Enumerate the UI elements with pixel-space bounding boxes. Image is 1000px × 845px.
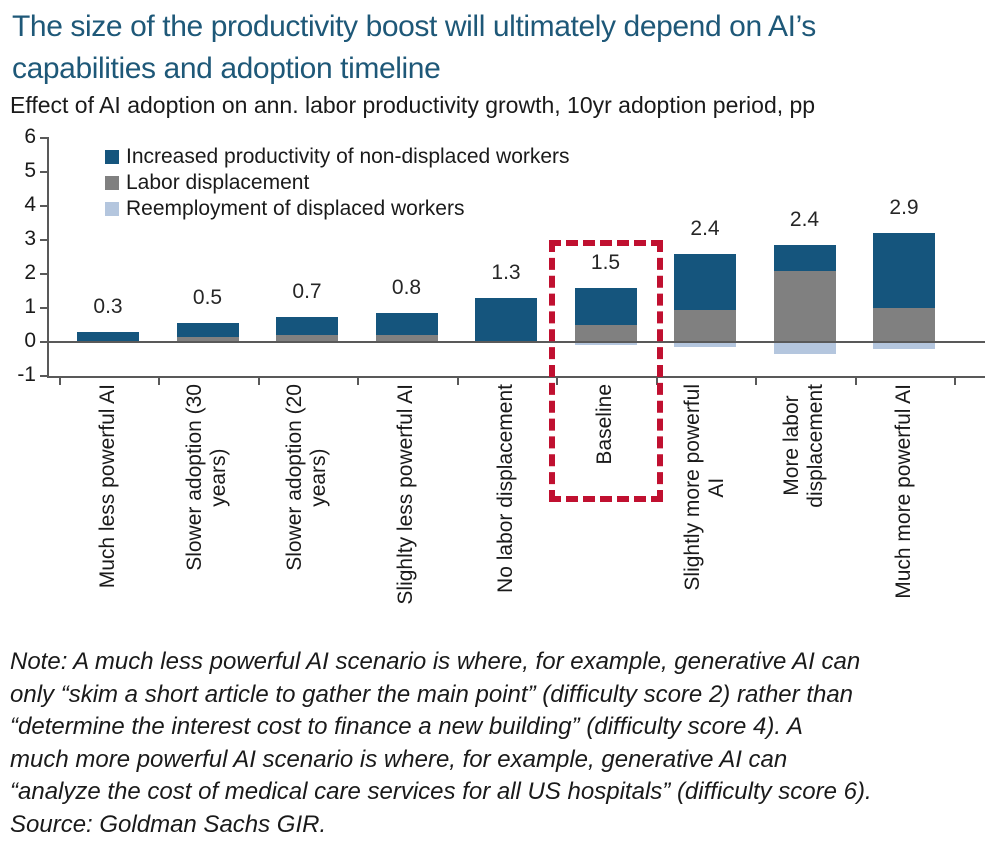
category-label-text: Slighlty less powerful AI <box>394 384 418 605</box>
legend-label: Labor displacement <box>126 171 310 194</box>
y-tick-label: 4 <box>24 193 36 216</box>
y-axis-tick <box>40 307 49 309</box>
bar-segment-productivity <box>176 323 239 337</box>
note-text: Note: A much less powerful AI scenario i… <box>10 646 872 809</box>
x-axis-tick <box>58 376 61 385</box>
bar-segment-reemployment <box>674 342 736 348</box>
legend-item-reemployment: Reemployment of displaced workers <box>105 196 570 222</box>
bar-segment-displacement <box>176 336 239 342</box>
category-label: Slightly more powerful AI <box>653 384 757 636</box>
category-label-text: Slightly more powerful AI <box>680 384 728 591</box>
bar-segment-displacement <box>375 335 438 342</box>
y-axis-tick <box>40 205 49 207</box>
x-axis-tick <box>954 376 956 385</box>
bar-segment-reemployment <box>773 342 836 354</box>
note-line: “analyze the cost of medical care servic… <box>10 778 872 805</box>
x-axis-tick <box>257 376 260 385</box>
legend-label: Reemployment of displaced workers <box>126 197 465 220</box>
y-axis-tick <box>40 375 49 377</box>
baseline-highlight-box <box>548 240 663 502</box>
bar-segment-productivity <box>873 233 935 308</box>
bar-value-label: 0.7 <box>292 279 322 303</box>
y-axis-tick <box>40 273 49 275</box>
category-label: Much less powerful AI <box>56 384 160 636</box>
y-tick-label: 1 <box>24 295 36 318</box>
bar-value-label: 2.4 <box>789 208 820 232</box>
bar-segment-reemployment <box>574 342 637 346</box>
bar-segment-productivity <box>375 313 438 336</box>
bar-segment-displacement <box>276 335 338 342</box>
page-title: The size of the productivity boost will … <box>12 6 816 90</box>
bar-value-label: 2.9 <box>889 196 919 220</box>
note-line: much more powerful AI scenario is where,… <box>10 745 788 773</box>
bar-segment-productivity <box>276 316 338 336</box>
category-label: More labor displacement <box>753 384 857 636</box>
bar-segment-productivity <box>475 297 537 342</box>
bar-value-label: 0.5 <box>192 286 223 310</box>
bar-value-label: 1.5 <box>590 250 621 274</box>
x-axis-tick <box>456 376 459 385</box>
y-axis-tick <box>40 171 49 173</box>
bar-value-label: 0.3 <box>93 294 123 318</box>
bar-segment-displacement <box>574 325 637 342</box>
bar-segment-reemployment <box>873 342 935 349</box>
page-title-line1: The size of the productivity boost will … <box>12 10 816 43</box>
y-axis-tick <box>40 239 49 241</box>
y-tick-label: -1 <box>17 363 36 386</box>
source-text: Source: Goldman Sachs GIR. <box>10 810 327 838</box>
bar-segment-displacement <box>773 270 836 342</box>
y-tick-label: 2 <box>24 261 36 284</box>
category-label-text: More labor displacement <box>780 384 828 508</box>
category-label: No labor displacement <box>454 384 558 636</box>
bar-segment-productivity <box>574 287 637 325</box>
bar-segment-displacement <box>674 309 736 342</box>
bar-value-label: 2.4 <box>690 216 720 240</box>
zero-line <box>47 341 985 343</box>
category-label-text: Much more powerful AI <box>891 384 915 599</box>
x-axis-tick <box>357 376 359 385</box>
x-axis-tick <box>755 376 757 385</box>
stacked-bar-chart: Increased productivity of non-displaced … <box>0 125 1000 640</box>
legend-item-productivity: Increased productivity of non-displaced … <box>105 144 570 170</box>
bar-segment-productivity <box>773 245 836 271</box>
x-axis-tick <box>158 376 160 385</box>
chart-legend: Increased productivity of non-displaced … <box>105 144 570 222</box>
y-axis-tick <box>40 341 49 343</box>
x-axis <box>47 376 985 378</box>
bar-segment-displacement <box>873 308 935 342</box>
y-tick-label: 0 <box>24 329 36 352</box>
y-axis-tick <box>40 137 49 139</box>
category-label: Slower adoption (20 years) <box>255 384 359 636</box>
y-axis <box>47 138 49 378</box>
legend-swatch-blue-icon <box>105 150 119 164</box>
category-label-text: Slower adoption (20 years) <box>282 384 330 571</box>
bar-value-label: 1.3 <box>491 260 521 284</box>
bar-segment-productivity <box>77 331 139 342</box>
x-axis-tick <box>556 376 558 385</box>
note-line: only “skim a short article to gather the… <box>10 680 854 708</box>
legend-swatch-gray-icon <box>105 176 119 190</box>
bar-value-label: 0.8 <box>391 276 422 300</box>
category-label: Slower adoption (30 years) <box>156 384 260 636</box>
legend-swatch-lightblue-icon <box>105 202 119 216</box>
category-label-text: Much less powerful AI <box>95 384 119 589</box>
note-line: “determine the interest cost to finance … <box>10 713 803 740</box>
category-label-text: No labor displacement <box>493 384 517 593</box>
x-axis-tick <box>854 376 857 385</box>
category-label: Much more powerful AI <box>852 384 956 636</box>
note-line: Note: A much less powerful AI scenario i… <box>10 648 861 675</box>
y-tick-label: 5 <box>24 159 36 182</box>
chart-subtitle: Effect of AI adoption on ann. labor prod… <box>10 92 816 118</box>
page-title-line2: capabilities and adoption timeline <box>12 52 441 85</box>
chart-note: Note: A much less powerful AI scenario i… <box>10 646 872 841</box>
legend-item-displacement: Labor displacement <box>105 170 570 196</box>
category-label: Slighlty less powerful AI <box>355 384 459 636</box>
y-tick-label: 6 <box>24 125 36 148</box>
bar-segment-productivity <box>674 253 736 310</box>
y-tick-label: 3 <box>24 227 36 250</box>
legend-label: Increased productivity of non-displaced … <box>126 145 570 168</box>
category-label-text: Slower adoption (30 years) <box>183 384 231 571</box>
